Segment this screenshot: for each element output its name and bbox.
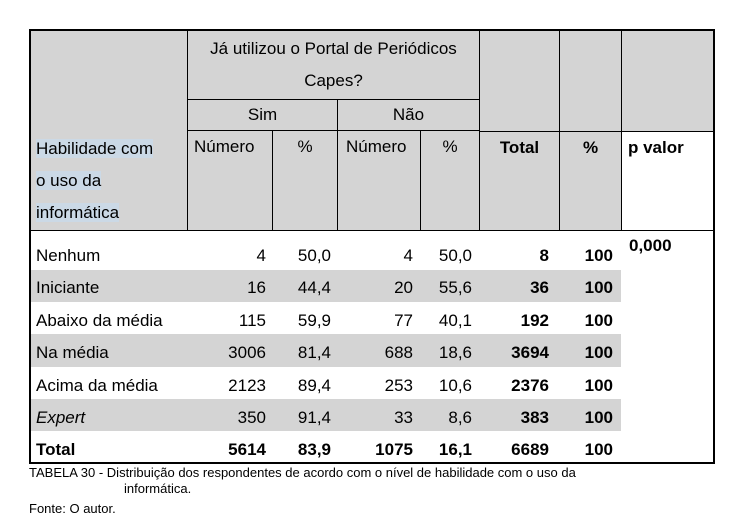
col-pvalor: p valor xyxy=(621,131,713,231)
row-total: 2376 xyxy=(511,376,549,395)
row-sim-pct: 44,4 xyxy=(297,278,331,297)
row-nao-pct: 40,1 xyxy=(438,311,472,330)
header-total-mid xyxy=(479,99,559,131)
question-header-line2: Capes? xyxy=(304,71,363,90)
total-total-pct: 100 xyxy=(584,440,613,459)
row-sim-n: 4 xyxy=(256,246,266,265)
row-total: 192 xyxy=(520,311,549,330)
row-nao-n: 20 xyxy=(394,278,413,297)
row-nao-pct: 10,6 xyxy=(438,376,472,395)
total-sim-n: 5614 xyxy=(228,440,266,459)
total-nao-n: 1075 xyxy=(375,440,413,459)
row-label-abaixo: Abaixo da média xyxy=(36,311,163,330)
row-nao-n: 688 xyxy=(384,343,413,362)
row-band-iniciante xyxy=(31,270,621,302)
total-nao-pct: 16,1 xyxy=(438,440,472,459)
table-source: Fonte: O autor. xyxy=(29,501,116,516)
row-label-expert: Expert xyxy=(36,408,86,427)
row-total: 3694 xyxy=(511,343,549,362)
col-numero-nao: Número xyxy=(337,131,420,231)
row-nao-pct: 8,6 xyxy=(448,408,472,427)
row-total-pct: 100 xyxy=(584,376,613,395)
col-total: Total xyxy=(479,131,559,231)
row-nao-n: 77 xyxy=(394,311,413,330)
total-sim-pct: 83,9 xyxy=(297,440,331,459)
row-total-pct: 100 xyxy=(584,246,613,265)
row-sim-n: 115 xyxy=(238,311,266,330)
row-sim-n: 3006 xyxy=(228,343,266,362)
row-total: 36 xyxy=(530,278,549,297)
header-total-top xyxy=(479,31,559,99)
total-row-label: Total xyxy=(36,440,76,459)
row-label-na-media: Na média xyxy=(36,343,109,362)
row-nao-n: 4 xyxy=(403,246,413,265)
nao-header: Não xyxy=(337,99,479,131)
header-pvalor-mid xyxy=(621,99,713,131)
col-numero-sim: Número xyxy=(187,131,272,231)
row-sim-pct: 59,9 xyxy=(297,311,331,330)
col-pct-sim: % xyxy=(272,131,337,231)
header-corner xyxy=(31,31,187,99)
row-total: 383 xyxy=(520,408,549,427)
total-total: 6689 xyxy=(511,440,549,459)
row-sim-n: 350 xyxy=(237,408,266,427)
row-sim-n: 16 xyxy=(247,278,266,297)
question-header-line1: Já utilizou o Portal de Periódicos xyxy=(210,39,457,58)
row-label-iniciante: Iniciante xyxy=(36,278,100,297)
row-nao-n: 33 xyxy=(394,408,413,427)
data-table: Já utilizou o Portal de Periódicos Capes… xyxy=(29,29,715,464)
row-total: 8 xyxy=(539,246,549,265)
col-pct-nao: % xyxy=(420,131,479,231)
header-pct-top xyxy=(559,31,621,99)
row-band-expert xyxy=(31,399,621,431)
header-blank-b xyxy=(31,99,187,131)
header-pct-mid xyxy=(559,99,621,131)
row-nao-pct: 50,0 xyxy=(438,246,472,265)
sim-header: Sim xyxy=(187,99,337,131)
table-caption: TABELA 30 - Distribuição dos respondente… xyxy=(29,465,576,480)
row-total-pct: 100 xyxy=(584,311,613,330)
row-sim-n: 2123 xyxy=(228,376,266,395)
row-sim-pct: 81,4 xyxy=(297,343,331,362)
row-band-na-media xyxy=(31,334,621,367)
header-pvalor-top xyxy=(621,31,713,99)
habilidade-header: Habilidade com o uso da informática xyxy=(31,131,187,231)
row-sim-pct: 50,0 xyxy=(297,246,331,265)
row-nao-n: 253 xyxy=(384,376,413,395)
col-pct-total: % xyxy=(559,131,621,231)
habilidade-line2: o uso da xyxy=(36,171,102,190)
row-sim-pct: 91,4 xyxy=(297,408,331,427)
row-total-pct: 100 xyxy=(584,278,613,297)
row-nao-pct: 55,6 xyxy=(438,278,472,297)
habilidade-line3: informática xyxy=(36,203,120,222)
table-caption-continuation: informática. xyxy=(124,481,192,496)
habilidade-line1: Habilidade com xyxy=(36,139,154,158)
row-label-nenhum: Nenhum xyxy=(36,246,101,265)
row-total-pct: 100 xyxy=(584,408,613,427)
row-total-pct: 100 xyxy=(584,343,613,362)
row-sim-pct: 89,4 xyxy=(297,376,331,395)
row-nao-pct: 18,6 xyxy=(438,343,472,362)
row-label-acima: Acima da média xyxy=(36,376,158,395)
p-valor: 0,000 xyxy=(629,236,672,255)
question-header: Já utilizou o Portal de Periódicos Capes… xyxy=(187,31,479,99)
